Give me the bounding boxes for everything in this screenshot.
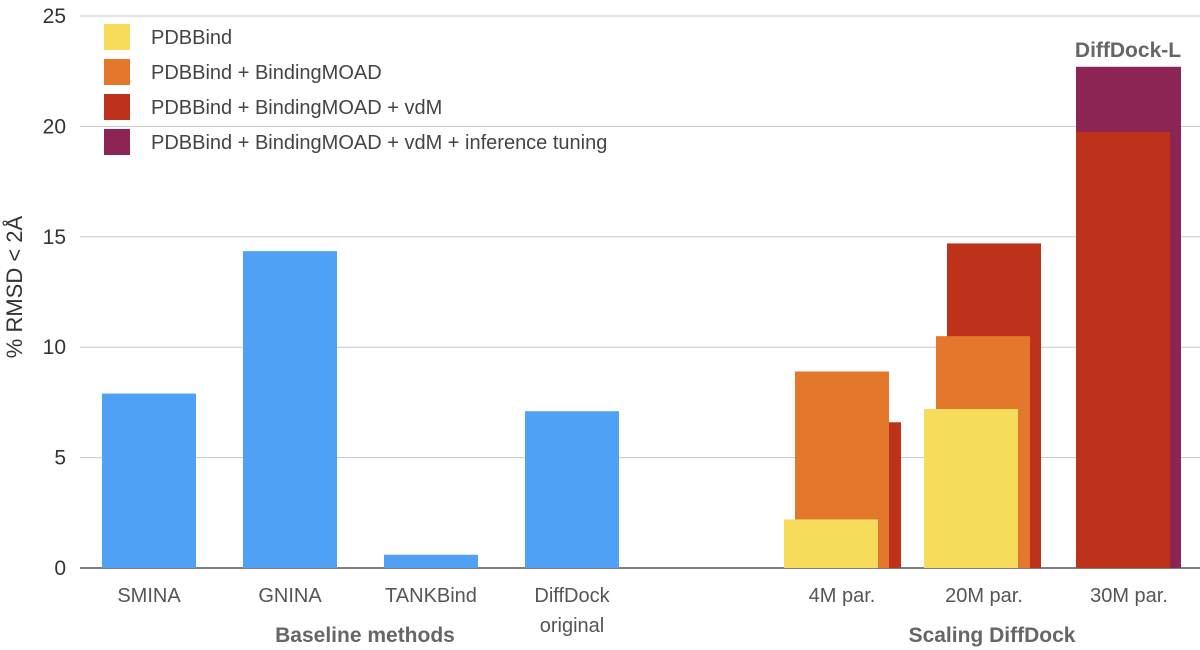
x-tick-label: original [540, 615, 604, 637]
bar-gnina [243, 251, 337, 569]
x-tick-label: 20M par. [945, 585, 1023, 607]
bar-20m-par-pdbbind [924, 409, 1018, 568]
x-tick-label: GNINA [258, 585, 322, 607]
legend-swatch-3 [104, 94, 130, 120]
bar-4m-par-pdbbind [784, 519, 878, 568]
bar-30m-par-pdbbind-bindingmoad-vdm [1076, 131, 1170, 569]
x-tick-label: 4M par. [809, 585, 876, 607]
y-axis-ticks: 0 5 10 15 20 25 [43, 5, 66, 580]
y-tick-label: 10 [43, 336, 66, 359]
bar-4m-par-pdbbind-bindingmoad-vdm [889, 422, 901, 568]
y-tick-label: 5 [54, 447, 66, 470]
legend: PDBBind PDBBind + BindingMOAD PDBBind + Bi… [104, 24, 607, 155]
y-tick-label: 25 [43, 5, 66, 28]
legend-label-1: PDBBind [151, 27, 232, 49]
legend-label-2: PDBBind + BindingMOAD [151, 62, 382, 84]
x-axis-labels: SMINA GNINA TANKBind DiffDock original 4M par… [117, 585, 1168, 637]
bar-tankbind [384, 554, 478, 568]
group-label-scaling: Scaling DiffDock [909, 624, 1076, 647]
group-label-baseline: Baseline methods [275, 624, 455, 647]
legend-label-3: PDBBind + BindingMOAD + vdM [151, 97, 442, 119]
bars [102, 66, 1181, 569]
legend-swatch-4 [104, 129, 130, 155]
x-tick-label: TANKBind [385, 585, 477, 607]
y-tick-label: 20 [43, 115, 66, 138]
x-tick-label: SMINA [117, 585, 181, 607]
y-tick-label: 0 [54, 557, 66, 580]
annotations: DiffDock-L [1075, 39, 1181, 62]
annotation-diffdock-l: DiffDock-L [1075, 39, 1181, 62]
legend-swatch-1 [104, 24, 130, 50]
legend-swatch-2 [104, 59, 130, 85]
x-tick-label: DiffDock [534, 585, 610, 607]
y-tick-label: 15 [43, 226, 66, 249]
x-tick-label: 30M par. [1090, 585, 1168, 607]
y-axis-label: % RMSD < 2Å [2, 215, 27, 358]
bar-smina [102, 393, 196, 568]
legend-label-4: PDBBind + BindingMOAD + vdM + inference … [151, 132, 607, 154]
group-labels: Baseline methods Scaling DiffDock [275, 624, 1076, 647]
bar-diffdock-original [525, 411, 619, 568]
